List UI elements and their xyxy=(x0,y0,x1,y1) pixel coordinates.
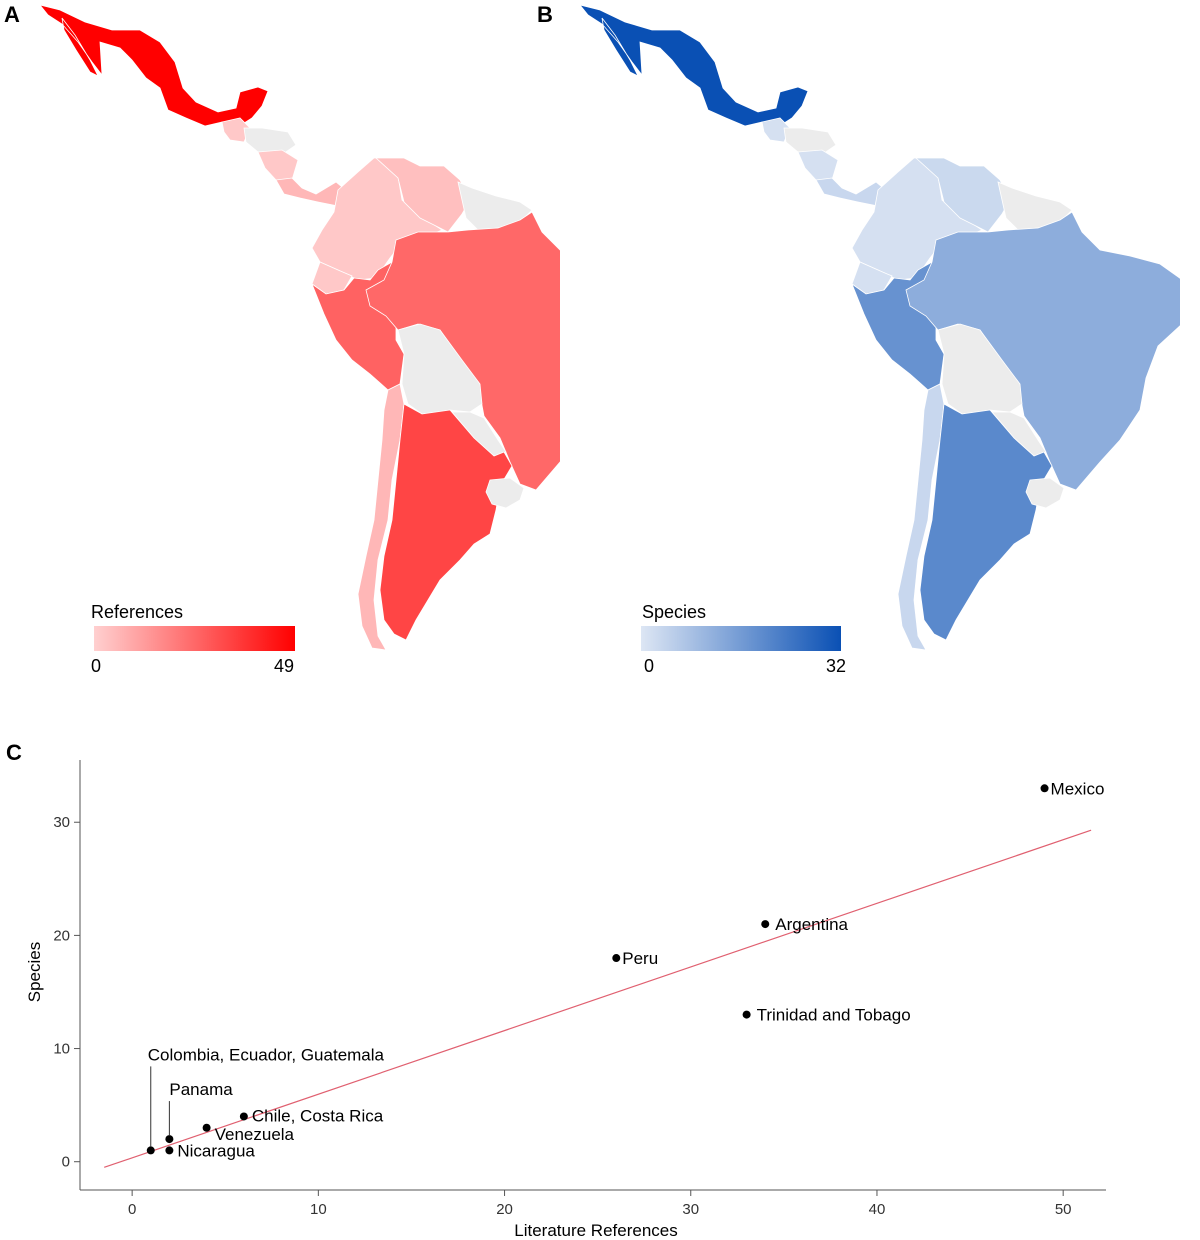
species-legend-max: 32 xyxy=(826,656,846,676)
x-tick-label: 50 xyxy=(1055,1201,1072,1218)
point-label: Nicaragua xyxy=(177,1141,255,1160)
country-nicaragua xyxy=(257,149,299,181)
panel-a-letter: A xyxy=(4,2,20,27)
point-label: Peru xyxy=(622,949,658,968)
data-point xyxy=(761,920,770,929)
point-label: Argentina xyxy=(775,915,848,934)
references-legend-min: 0 xyxy=(91,656,101,676)
country-guatemala xyxy=(221,117,251,143)
point-label: Panama xyxy=(169,1080,233,1099)
data-point xyxy=(202,1123,211,1132)
axes: 0 10 20 30 40 50 0 10 20 30 xyxy=(53,760,1106,1218)
point-label: Mexico xyxy=(1051,779,1105,798)
data-point xyxy=(612,954,621,963)
panel-c-letter: C xyxy=(6,740,22,765)
country-argentina xyxy=(919,403,1053,641)
country-guatemala xyxy=(761,117,791,143)
data-point xyxy=(742,1010,751,1019)
country-uruguay xyxy=(1025,477,1065,509)
species-legend-min: 0 xyxy=(644,656,654,676)
references-map: References 0 49 xyxy=(38,4,560,676)
point-label: Chile, Costa Rica xyxy=(252,1106,384,1125)
x-tick-label: 40 xyxy=(869,1201,886,1218)
country-nicaragua xyxy=(797,149,839,181)
references-legend-title: References xyxy=(91,602,183,622)
data-point xyxy=(165,1146,174,1155)
data-point xyxy=(146,1146,155,1155)
x-tick-label: 20 xyxy=(496,1201,513,1218)
country-brazil xyxy=(905,211,1180,491)
country-honduras-region xyxy=(783,127,837,157)
x-tick-label: 10 xyxy=(310,1201,327,1218)
data-point xyxy=(165,1135,174,1144)
point-label: Venezuela xyxy=(215,1125,295,1144)
country-argentina xyxy=(379,403,513,641)
data-point xyxy=(239,1112,248,1121)
trendline-group xyxy=(104,829,1092,1168)
x-tick-label: 30 xyxy=(682,1201,699,1218)
country-mexico xyxy=(578,4,809,128)
country-mexico xyxy=(38,4,269,128)
country-uruguay xyxy=(485,477,525,509)
references-legend-max: 49 xyxy=(274,656,294,676)
y-tick-label: 30 xyxy=(53,814,70,831)
data-point xyxy=(1040,784,1049,793)
references-legend-gradient xyxy=(94,626,295,651)
country-brazil xyxy=(365,211,560,491)
y-axis-label: Species xyxy=(25,942,44,1002)
points-group: Mexico Argentina Peru Trinidad and Tobago Ch… xyxy=(146,779,1105,1160)
species-legend-gradient xyxy=(641,626,841,651)
trendline xyxy=(104,829,1092,1168)
x-axis-label: Literature References xyxy=(514,1221,677,1240)
country-honduras-region xyxy=(243,127,297,157)
panel-b-letter: B xyxy=(537,2,553,27)
y-tick-label: 10 xyxy=(53,1041,70,1058)
y-tick-label: 0 xyxy=(62,1154,70,1171)
x-tick-label: 0 xyxy=(128,1201,136,1218)
species-legend-title: Species xyxy=(642,602,706,622)
point-label: Trinidad and Tobago xyxy=(757,1006,911,1025)
species-map: Species 0 32 xyxy=(578,4,1180,676)
y-tick-label: 20 xyxy=(53,927,70,944)
point-label: Colombia, Ecuador, Guatemala xyxy=(148,1045,385,1064)
scatter-chart: 0 10 20 30 40 50 0 10 20 30 Mexico Argentina Peru Tr… xyxy=(25,760,1106,1240)
